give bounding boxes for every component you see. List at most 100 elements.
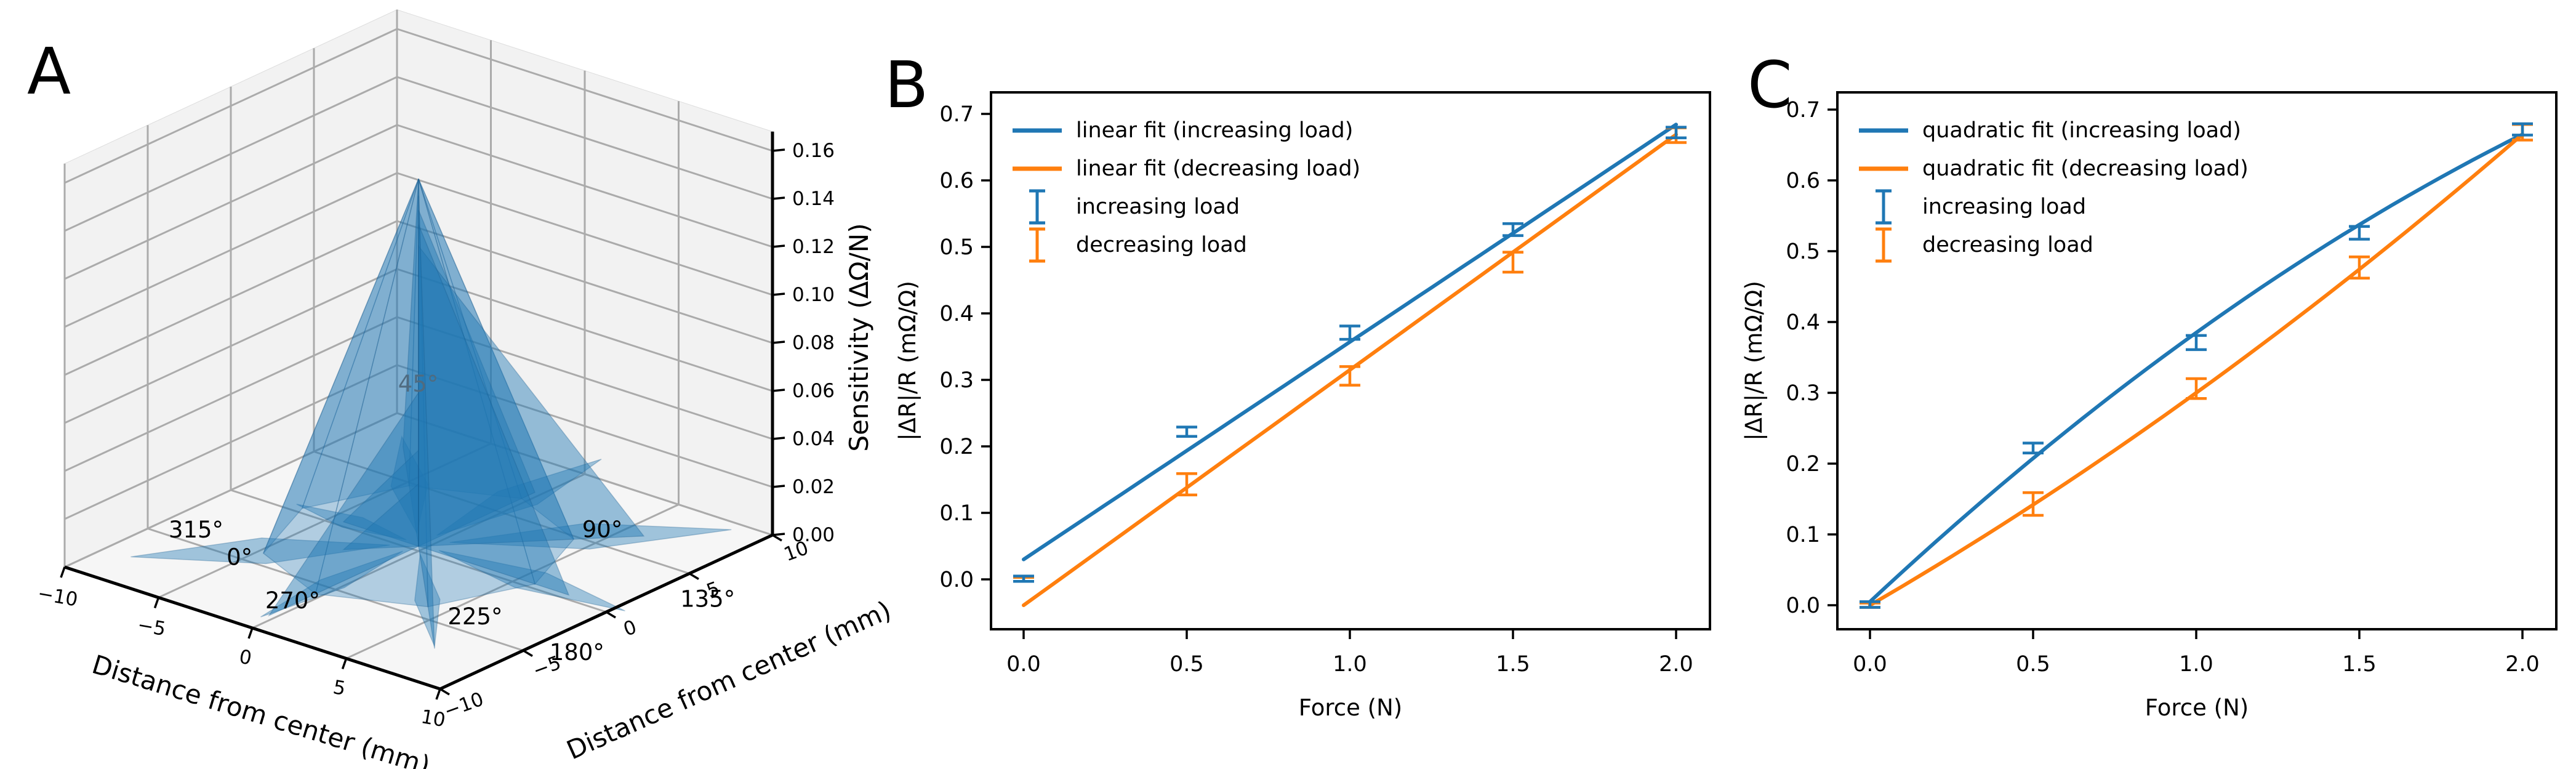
sensitivity-cone-face — [418, 179, 574, 540]
y-tick-label: 0.4 — [1786, 310, 1820, 335]
leftwall-grid-z — [64, 268, 398, 424]
y-tick-label: 0.4 — [939, 302, 974, 326]
z-tick-label: 0.08 — [792, 332, 835, 354]
z-tick-label: 0.04 — [792, 428, 835, 450]
angle-label: 45° — [398, 371, 439, 397]
y-tick — [523, 649, 533, 658]
panel-a-letter: A — [27, 34, 71, 109]
x-tick-label: 0 — [238, 646, 254, 670]
x-tick — [60, 566, 66, 578]
x-tick — [341, 658, 348, 670]
leftwall-grid-z — [64, 28, 398, 184]
backwall-grid-z — [396, 124, 773, 248]
z-tick-label: 0.10 — [792, 284, 835, 306]
backwall-grid-z — [396, 412, 773, 536]
y-axis-label: |ΔR|/R (mΩ/Ω) — [894, 281, 921, 441]
y-tick-label: 0.1 — [1786, 523, 1820, 547]
sensitivity-cone-face — [262, 179, 419, 595]
angle-label: 180° — [550, 639, 604, 666]
sensitivity-cone-face — [408, 179, 523, 499]
sensitivity-petal — [296, 504, 407, 541]
x-tick-label: 0.0 — [1853, 652, 1887, 677]
leftwall-grid-z — [64, 220, 398, 376]
floor-grid-y — [147, 528, 524, 651]
sensitivity-petal — [449, 523, 732, 550]
sensitivity-cone-face — [315, 179, 429, 608]
sensitivity-petal — [260, 550, 403, 618]
y-tick-label: 0.3 — [1786, 381, 1820, 406]
x-tick-label: 5 — [331, 676, 347, 700]
x-tick-label: 2.0 — [1659, 652, 1693, 677]
backwall-grid-z — [396, 76, 773, 200]
y-tick — [606, 611, 616, 619]
backwall-grid-z — [396, 268, 773, 392]
y-tick-label: 0.3 — [939, 368, 974, 393]
z-tick-label: 0.14 — [792, 188, 835, 210]
sensitivity-petal — [439, 550, 625, 611]
angle-label: 0° — [227, 544, 252, 570]
x-tick-label: 1.0 — [2179, 652, 2213, 677]
backwall-grid-z — [396, 172, 773, 296]
sensitivity-fan — [418, 244, 645, 547]
sensitivity-petal — [390, 435, 428, 534]
legend-label: quadratic fit (increasing load) — [1922, 118, 2241, 143]
x-tick-label: 0.0 — [1006, 652, 1041, 677]
y-tick-label: 0.7 — [1786, 98, 1820, 123]
x-tick-label: 0.5 — [1170, 652, 1204, 677]
x-axis-label: Force (N) — [1299, 695, 1402, 721]
sensitivity-fan — [342, 483, 419, 550]
floor-grid-y — [313, 451, 690, 574]
backwall-grid-z — [396, 220, 773, 344]
panel-b-linear-fit-plot: 0.0 0.5 1.0 1.5 2.0 0.0 0.1 0.2 0.3 0.4 0.5 0.6 0.7 F… — [894, 91, 1711, 721]
x-tick — [153, 597, 160, 609]
z-tick — [772, 148, 785, 152]
backwall-grid-z — [396, 316, 773, 440]
sensitivity-cone-face — [418, 179, 574, 586]
z-tick-label: 0.16 — [792, 140, 835, 162]
angle-label: 270° — [265, 587, 320, 614]
x-tick — [435, 688, 441, 700]
z-tick — [772, 533, 785, 536]
panel-a-3d-sensitivity-plot: 0°45°90°135°180°225°270°315°−10−50510−10… — [36, 9, 896, 769]
z-tick-label: 0.02 — [792, 476, 835, 498]
sensitivity-cone-face — [418, 179, 536, 608]
z-tick — [772, 340, 785, 344]
sensitivity-petal — [414, 552, 441, 648]
y-tick-label: 0.7 — [939, 102, 974, 127]
legend-label: increasing load — [1076, 195, 1240, 219]
z-tick — [772, 244, 785, 248]
panel-c-letter: C — [1747, 47, 1792, 123]
legend-label: linear fit (decreasing load) — [1076, 156, 1360, 181]
leftwall-grid-z — [64, 364, 398, 520]
sensitivity-fan — [267, 391, 419, 617]
z-tick — [772, 292, 785, 296]
z-tick — [772, 196, 785, 200]
z-tick — [772, 485, 785, 488]
floor-grid-y — [230, 489, 607, 613]
y-tick-label: 0.2 — [1786, 452, 1820, 477]
leftwall-grid-z — [64, 412, 398, 568]
y-tick-label: 0.5 — [1786, 240, 1820, 264]
panel-b-letter: B — [885, 47, 929, 123]
sensitivity-petal — [130, 537, 390, 565]
y-tick-label: 0.0 — [939, 568, 974, 592]
x-tick — [247, 627, 254, 639]
x-tick-label: −5 — [136, 614, 167, 640]
z-tick-label: 0.00 — [792, 524, 835, 546]
leftwall-grid-z — [64, 124, 398, 280]
legend-label: decreasing load — [1922, 233, 2093, 257]
y-tick — [439, 688, 450, 696]
fit-line-blue — [1022, 123, 1678, 562]
sensitivity-fan — [342, 449, 419, 547]
y-tick — [689, 572, 699, 581]
legend-label: quadratic fit (decreasing load) — [1922, 156, 2249, 181]
x-tick-label: 10 — [419, 706, 447, 731]
sensitivity-fan — [418, 195, 435, 649]
x-tick-label: 2.0 — [2505, 652, 2540, 677]
x-tick-label: 0.5 — [2016, 652, 2050, 677]
angle-label: 90° — [582, 517, 623, 543]
y-tick-label: 0.0 — [1786, 594, 1820, 618]
x-tick-label: 1.5 — [2342, 652, 2377, 677]
legend-label: linear fit (increasing load) — [1076, 118, 1353, 143]
